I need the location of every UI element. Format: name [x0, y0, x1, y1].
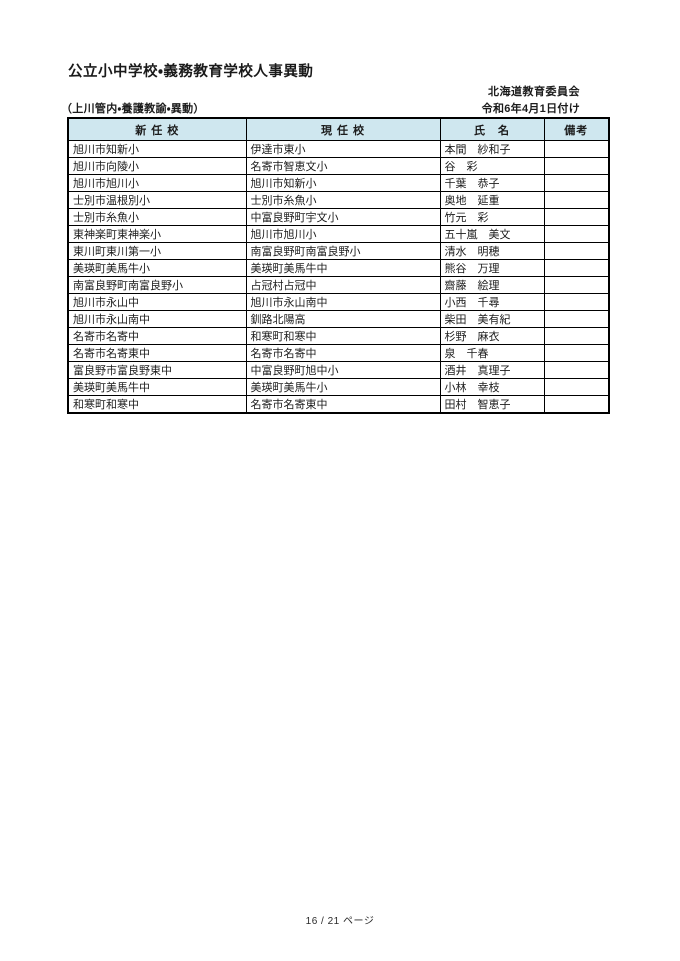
cell-current-school: 釧路北陽高	[245, 310, 441, 328]
table-row: 東川町東川第一小 南富良野町南富良野小 清水 明穂	[67, 242, 610, 260]
table-header: 新 任 校 現 任 校 氏 名 備考	[67, 117, 610, 141]
table-row: 東神楽町東神楽小 旭川市旭川小 五十嵐 美文	[67, 225, 610, 243]
cell-remarks	[543, 378, 610, 396]
cell-new-school: 旭川市永山南中	[67, 310, 247, 328]
table-row: 南富良野町南富良野小 占冠村占冠中 齋藤 絵理	[67, 276, 610, 294]
cell-current-school: 旭川市永山南中	[245, 293, 441, 311]
cell-new-school: 東川町東川第一小	[67, 242, 247, 260]
cell-current-school: 和寒町和寒中	[245, 327, 441, 345]
cell-name: 小林 幸枝	[439, 378, 545, 396]
table-row: 士別市温根別小 士別市糸魚小 奥地 延重	[67, 191, 610, 209]
cell-remarks	[543, 225, 610, 243]
table-body: 旭川市知新小 伊達市東小 本間 紗和子 旭川市向陵小 名寄市智恵文小谷 彩旭川市旭川小旭…	[67, 140, 610, 414]
cell-name: 千葉 恭子	[439, 174, 545, 192]
cell-new-school: 旭川市知新小	[67, 140, 247, 158]
cell-new-school: 士別市糸魚小	[67, 208, 247, 226]
cell-new-school: 名寄市名寄中	[67, 327, 247, 345]
cell-current-school: 士別市糸魚小	[245, 191, 441, 209]
table-row: 美瑛町美馬牛小 美瑛町美馬牛中 熊谷 万理	[67, 259, 610, 277]
table-row: 旭川市永山南中 釧路北陽高 柴田 美有紀	[67, 310, 610, 328]
cell-current-school: 南富良野町南富良野小	[245, 242, 441, 260]
table-header-row: 新 任 校 現 任 校 氏 名 備考	[67, 117, 610, 141]
table-row: 旭川市向陵小 名寄市智恵文小谷 彩	[67, 157, 610, 175]
cell-new-school: 旭川市向陵小	[67, 157, 247, 175]
cell-remarks	[543, 361, 610, 379]
header-current-school: 現 任 校	[245, 117, 441, 141]
cell-current-school: 名寄市名寄中	[245, 344, 441, 362]
cell-remarks	[543, 293, 610, 311]
cell-name: 熊谷 万理	[439, 259, 545, 277]
table-row: 富良野市富良野東中 中富良野町旭中小 酒井 真理子	[67, 361, 610, 379]
page-number: 16 / 21 ページ	[305, 916, 375, 927]
cell-current-school: 占冠村占冠中	[245, 276, 441, 294]
cell-current-school: 旭川市旭川小	[245, 225, 441, 243]
cell-remarks	[543, 157, 610, 175]
table-row: 和寒町和寒中 名寄市名寄東中 田村 智恵子	[67, 395, 610, 414]
cell-name: 谷 彩	[439, 157, 545, 175]
personnel-table: 新 任 校 現 任 校 氏 名 備考 旭川市知新小 伊達市東小 本間 紗和子 旭川市向…	[67, 117, 610, 414]
header-name: 氏 名	[439, 117, 545, 141]
cell-current-school: 中富良野町宇文小	[245, 208, 441, 226]
cell-current-school: 美瑛町美馬牛小	[245, 378, 441, 396]
cell-name: 小西 千尋	[439, 293, 545, 311]
cell-name: 奥地 延重	[439, 191, 545, 209]
cell-name: 五十嵐 美文	[439, 225, 545, 243]
cell-new-school: 美瑛町美馬牛中	[67, 378, 247, 396]
cell-new-school: 旭川市旭川小	[67, 174, 247, 192]
cell-current-school: 中富良野町旭中小	[245, 361, 441, 379]
header-new-school: 新 任 校	[67, 117, 247, 141]
cell-current-school: 美瑛町美馬牛中	[245, 259, 441, 277]
table-row: 旭川市知新小 伊達市東小 本間 紗和子	[67, 140, 610, 158]
cell-new-school: 旭川市永山中	[67, 293, 247, 311]
cell-name: 泉 千春	[439, 344, 545, 362]
cell-name: 酒井 真理子	[439, 361, 545, 379]
cell-new-school: 名寄市名寄東中	[67, 344, 247, 362]
section-label: （上川管内・養護教諭・異動）	[61, 103, 205, 115]
cell-current-school: 名寄市智恵文小	[245, 157, 441, 175]
cell-name: 竹元 彩	[439, 208, 545, 226]
cell-new-school: 東神楽町東神楽小	[67, 225, 247, 243]
effective-date: 令和6年4月1日付け	[481, 103, 580, 115]
cell-remarks	[543, 140, 610, 158]
cell-name: 清水 明穂	[439, 242, 545, 260]
cell-current-school: 旭川市知新小	[245, 174, 441, 192]
table-row: 名寄市名寄中 和寒町和寒中 杉野 麻衣	[67, 327, 610, 345]
cell-current-school: 伊達市東小	[245, 140, 441, 158]
cell-new-school: 士別市温根別小	[67, 191, 247, 209]
cell-new-school: 南富良野町南富良野小	[67, 276, 247, 294]
cell-remarks	[543, 344, 610, 362]
header-remarks: 備考	[543, 117, 610, 141]
cell-name: 柴田 美有紀	[439, 310, 545, 328]
cell-remarks	[543, 310, 610, 328]
cell-new-school: 美瑛町美馬牛小	[67, 259, 247, 277]
table-row: 美瑛町美馬牛中 美瑛町美馬牛小 小林 幸枝	[67, 378, 610, 396]
cell-name: 田村 智恵子	[439, 395, 545, 414]
document-title: 公立小中学校・義務教育学校人事異動	[68, 64, 314, 80]
cell-remarks	[543, 174, 610, 192]
cell-remarks	[543, 259, 610, 277]
cell-name: 齋藤 絵理	[439, 276, 545, 294]
cell-new-school: 和寒町和寒中	[67, 395, 247, 414]
cell-remarks	[543, 208, 610, 226]
table-row: 士別市糸魚小 中富良野町宇文小 竹元 彩	[67, 208, 610, 226]
table-row: 旭川市旭川小 旭川市知新小 千葉 恭子	[67, 174, 610, 192]
cell-remarks	[543, 395, 610, 414]
cell-remarks	[543, 242, 610, 260]
table-row: 名寄市名寄東中 名寄市名寄中泉 千春	[67, 344, 610, 362]
cell-new-school: 富良野市富良野東中	[67, 361, 247, 379]
issuing-agency: 北海道教育委員会	[488, 86, 580, 98]
cell-remarks	[543, 276, 610, 294]
cell-name: 杉野 麻衣	[439, 327, 545, 345]
cell-current-school: 名寄市名寄東中	[245, 395, 441, 414]
table-row: 旭川市永山中 旭川市永山南中 小西 千尋	[67, 293, 610, 311]
cell-remarks	[543, 327, 610, 345]
cell-name: 本間 紗和子	[439, 140, 545, 158]
cell-remarks	[543, 191, 610, 209]
